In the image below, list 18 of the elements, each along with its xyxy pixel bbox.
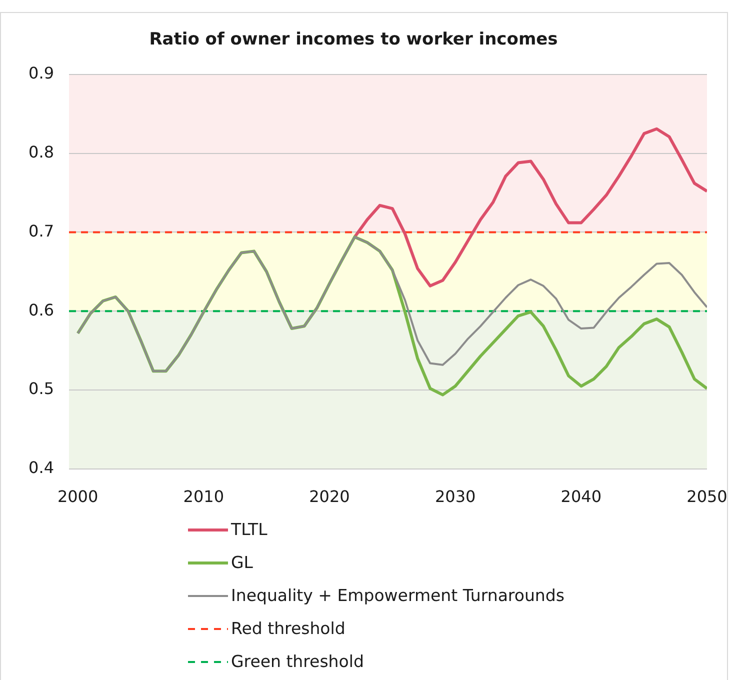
legend-label: Red threshold [231,619,346,638]
x-tick-label: 2000 [57,486,98,506]
y-tick-label: 0.5 [28,379,54,398]
x-tick-label: 2030 [434,486,476,506]
y-tick-label: 0.4 [28,458,54,478]
x-tick-label: 2050 [686,486,728,506]
y-tick-label: 0.7 [28,221,54,240]
x-tick-label: 2010 [183,486,224,506]
legend-label: GL [231,553,253,572]
x-tick-label: 2020 [309,486,350,506]
legend-label: Green threshold [231,652,364,671]
legend-label: TLTL [231,520,268,539]
y-tick-label: 0.6 [28,300,54,320]
x-tick-label: 2040 [560,486,602,506]
y-tick-label: 0.9 [28,64,54,83]
y-tick-label: 0.8 [28,142,54,162]
legend-label: Inequality + Empowerment Turnarounds [231,586,564,605]
chart-title: Ratio of owner incomes to worker incomes [149,30,558,50]
